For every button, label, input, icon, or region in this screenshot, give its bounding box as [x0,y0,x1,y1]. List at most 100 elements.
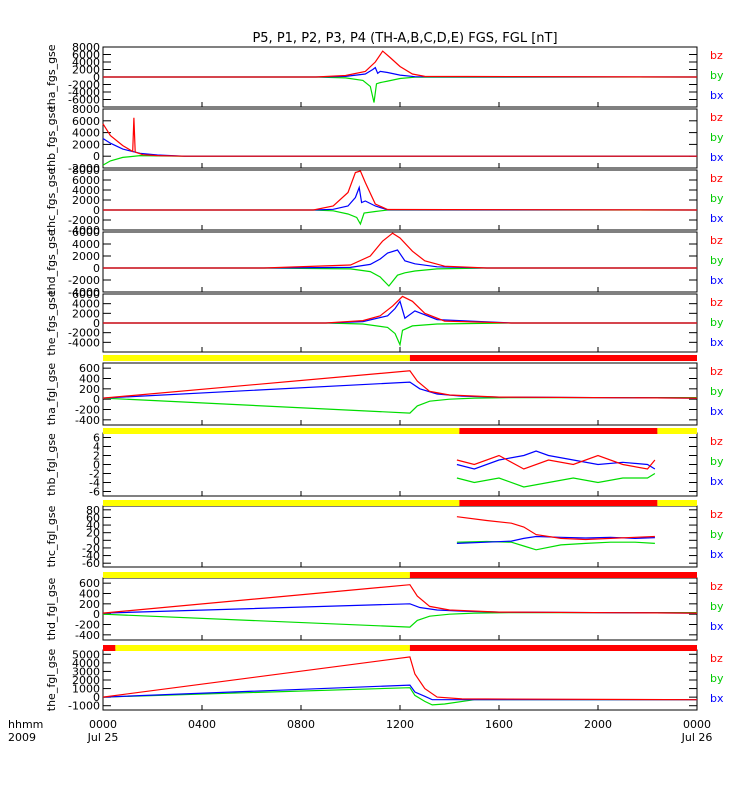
x-tick-label: 1600 [485,718,513,731]
series-by [103,76,698,103]
legend-bz: bz [710,111,723,124]
y-tick-label: 0 [93,262,100,275]
y-tick-label: 4 [93,441,100,454]
x-axis-group: hhmm 2009 0000 0400 0800 1200 1600 2000 0000Ju… [8,718,712,744]
y-axis-label: tha_fgl_gse [45,363,58,426]
status-segment-on [103,572,410,578]
legend-bx: bx [710,336,724,349]
y-tick-label: 0 [93,691,100,704]
y-axis-label: the_fgs_gse [45,290,58,355]
series-bx [102,684,697,701]
panel-frame [102,505,698,568]
legend-by: by [710,254,724,267]
status-segment-off [459,428,658,434]
y-axis-label: thc_fgs_gse [45,168,58,233]
y-tick-label: -60 [82,557,100,570]
y-tick-label: 3000 [72,665,100,678]
legend-bx: bx [710,548,724,561]
legend-bx: bx [710,692,724,705]
legend-bz: bz [710,652,723,665]
y-axis-label: tha_fgs_gse [45,44,58,109]
x-axis-label-year: 2009 [8,731,36,744]
legend-bz: bz [710,296,723,309]
y-tick-label: -400 [75,414,100,427]
y-tick-label: 8000 [72,41,100,54]
x-tick-label: 0800 [287,718,315,731]
series-bx [103,249,697,269]
y-axis-label: thd_fgl_gse [45,577,58,640]
x-tick-label: 0400 [188,718,216,731]
y-tick-label: 2000 [72,674,100,687]
y-tick-label: 6000 [72,288,100,301]
legend-bz: bz [710,172,723,185]
y-tick-label: -4000 [68,286,100,299]
status-segment-on [657,428,697,434]
panel-frame [102,577,698,641]
x-tick-label: 0000 [89,718,117,731]
y-tick-label: 600 [79,577,100,590]
series-bz [102,584,698,614]
y-axis-label: the_fgl_gse [45,649,58,712]
status-segment-off [459,500,658,506]
y-tick-label: 4000 [72,657,100,670]
y-tick-label: 6000 [72,174,100,187]
status-segment-on [657,500,697,506]
y-tick-label: 2000 [72,64,100,77]
legend-by: by [710,672,724,685]
y-tick-label: -2000 [68,79,100,92]
y-tick-label: 0 [93,534,100,547]
legend-bz: bz [710,508,723,521]
y-tick-label: -4 [89,477,100,490]
legend-bz: bz [710,234,723,247]
y-tick-label: 2000 [72,307,100,320]
y-axis-label: thb_fgl_gse [45,433,58,496]
x-tick-label: 0000 [683,718,711,731]
panel-frame [102,432,698,497]
series-bx [103,185,698,211]
y-tick-label: 6000 [72,115,100,128]
x-date-label-start: Jul 25 [87,731,119,744]
series-by [103,209,697,226]
series-by [102,611,697,628]
y-tick-label: 0 [93,71,100,84]
y-tick-label: 400 [79,588,100,601]
legend-by: by [710,528,724,541]
chart-title: P5, P1, P2, P3, P4 (TH-A,B,C,D,E) FGS, F… [252,31,557,46]
legend-bx: bx [710,475,724,488]
y-tick-label: 0 [93,204,100,217]
series-bz [103,170,698,211]
legend-by: by [710,192,724,205]
legend-bz: bz [710,435,723,448]
status-segment-on [115,645,410,651]
y-tick-label: 200 [79,598,100,611]
series-by [103,322,697,347]
series-by [103,267,697,287]
legend-by: by [710,316,724,329]
y-tick-label: -2000 [68,327,100,340]
legend-bx: bx [710,405,724,418]
series-by [102,397,697,414]
status-bars-group [103,355,697,651]
y-tick-label: -2000 [68,162,100,175]
y-tick-label: -6 [89,486,100,499]
y-tick-label: 4000 [72,56,100,69]
y-tick-label: -2000 [68,274,100,287]
y-tick-label: 40 [86,519,100,532]
y-tick-label: -6000 [68,94,100,107]
y-tick-label: 4000 [72,238,100,251]
y-tick-label: -200 [75,619,100,632]
y-tick-label: -400 [75,629,100,642]
x-axis-label-hhmm: hhmm [8,718,43,731]
y-axis-label: thc_fgl_gse [45,505,58,567]
y-tick-label: 2000 [72,194,100,207]
y-tick-label: 600 [79,362,100,375]
legend-bz: bz [710,365,723,378]
series-bz [456,516,655,541]
panels-group: 80006000400020000-2000-4000-6000tha_fgs_… [45,41,724,713]
series-bz [103,295,697,324]
y-tick-label: 2000 [72,250,100,263]
